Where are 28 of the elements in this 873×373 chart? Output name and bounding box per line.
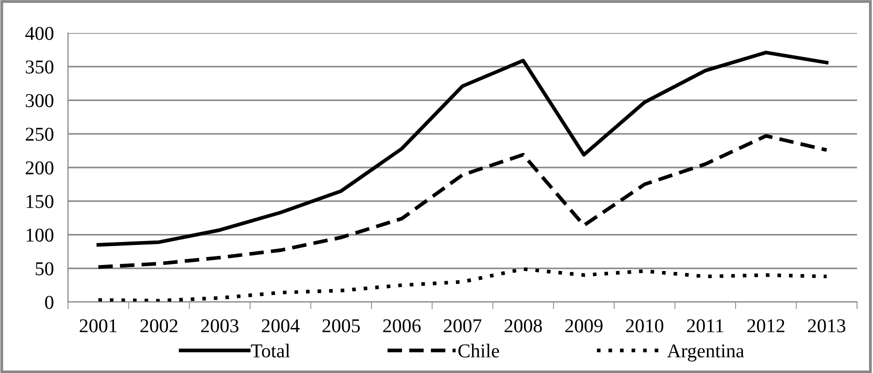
x-tick-label: 2009 <box>565 319 603 332</box>
y-tick-label: 100 <box>26 228 54 242</box>
y-tick-label: 250 <box>26 128 54 141</box>
x-tick-label: 2002 <box>140 319 178 332</box>
x-tick-label: 2004 <box>262 319 300 332</box>
y-tick-label: 0 <box>45 296 54 309</box>
y-tick-label: 200 <box>26 161 54 174</box>
x-tick-label: 2013 <box>808 319 846 332</box>
y-tick-label: 50 <box>36 262 54 276</box>
x-tick-label: 2001 <box>80 319 117 332</box>
y-tick-label: 400 <box>25 26 54 40</box>
line-series <box>96 50 828 247</box>
x-tick-label: 2005 <box>322 319 360 332</box>
x-tick-label: 2003 <box>201 319 238 332</box>
legend-label: Total <box>251 344 290 358</box>
x-tick-label: 2008 <box>504 319 542 332</box>
x-tick-label: 2006 <box>383 319 421 332</box>
legend-label: Argentina <box>667 344 744 362</box>
x-tick-label: 2011 <box>687 319 724 332</box>
x-tick-label: 2007 <box>444 319 482 332</box>
y-tick-label: 300 <box>26 94 54 108</box>
line-series <box>96 267 828 302</box>
line-series <box>96 134 828 269</box>
y-tick-label: 350 <box>26 60 54 74</box>
y-tick-label: 150 <box>26 194 54 208</box>
x-tick-label: 2012 <box>747 319 784 332</box>
legend-label: Chile <box>458 344 500 358</box>
x-tick-label: 2010 <box>626 319 664 332</box>
